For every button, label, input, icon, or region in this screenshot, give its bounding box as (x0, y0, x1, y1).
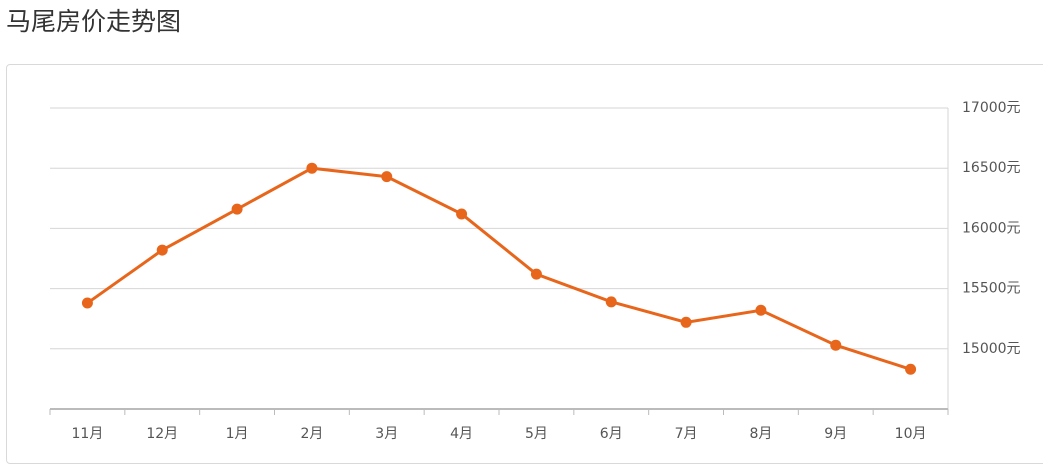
data-point (381, 171, 393, 183)
chart: 15000元 15500元 16000元 16500元 17000元 11月 12月 1月 2月… (49, 100, 1021, 442)
x-tick-label: 4月 (450, 426, 473, 442)
data-point (306, 162, 318, 174)
data-point (81, 297, 93, 309)
line-series (86, 166, 912, 371)
data-point (530, 268, 542, 280)
x-tick-label: 3月 (375, 426, 398, 442)
x-tick-label: 7月 (675, 426, 698, 442)
data-point (830, 339, 842, 351)
x-tick-label: 11月 (72, 426, 104, 442)
x-tick-label: 9月 (824, 426, 847, 442)
x-tick-label: 1月 (226, 426, 249, 442)
y-tick-label: 16500元 (962, 160, 1021, 176)
y-tick-label: 15000元 (962, 341, 1021, 357)
data-point (680, 316, 692, 328)
x-tick-label: 2月 (300, 426, 323, 442)
x-tick-label: 8月 (749, 426, 772, 442)
y-tick-label: 17000元 (962, 100, 1021, 116)
y-tick-label: 16000元 (962, 220, 1021, 236)
chart-title: 马尾房价走势图 (6, 7, 182, 36)
data-point (156, 244, 168, 256)
data-point (605, 296, 617, 308)
data-point (456, 208, 468, 220)
data-point (231, 203, 243, 215)
x-tick-label: 6月 (600, 426, 623, 442)
y-tick-label: 15500元 (962, 281, 1021, 297)
page: {"chart_data": {"type": "line", "title":… (6, 7, 1043, 464)
data-point (905, 363, 917, 375)
x-tick-label: 12月 (146, 426, 178, 442)
data-point (755, 304, 767, 316)
x-tick-label: 10月 (895, 426, 927, 442)
x-tick-label: 5月 (525, 426, 548, 442)
